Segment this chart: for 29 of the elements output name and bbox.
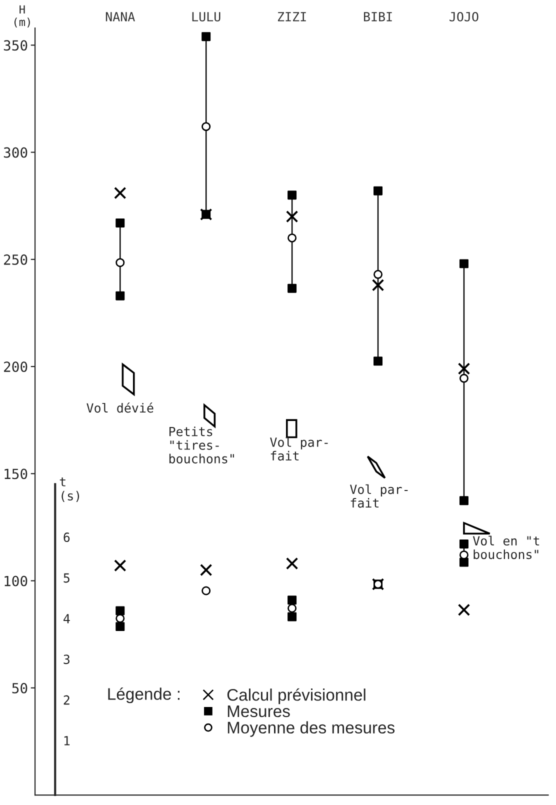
y-tick-label: 100 [4, 576, 28, 586]
legend-label: Moyenne des mesures [228, 721, 395, 737]
y-tick-label: 250 [4, 254, 28, 265]
legend-label: Mesures [228, 706, 290, 718]
x-tick-label: ZIZI [278, 12, 306, 22]
y2-tick-label: 3 [64, 654, 70, 664]
annotation: Vol dévié [86, 402, 154, 413]
annotation: Vol par- fait [350, 484, 408, 508]
y2-tick-label: 6 [64, 532, 70, 542]
y2-axis-title: t (s) [60, 478, 80, 502]
y-tick-label: 150 [4, 468, 28, 480]
annotation: Vol par- fait [270, 437, 328, 461]
y2-tick-label: 2 [64, 695, 70, 705]
x-tick-label: BIBI [364, 12, 392, 22]
legend-title: Légende : [108, 687, 180, 704]
annotation: Petits "tires- bouchons" [169, 426, 234, 464]
y-tick-label: 350 [4, 40, 28, 51]
y-tick-label: 200 [4, 362, 28, 372]
x-tick-label: JOJO [450, 12, 478, 22]
y2-tick-label: 4 [64, 614, 70, 624]
annotation: Vol en "t bouchons" [472, 536, 540, 560]
legend-label: Calcul prévisionnel [227, 688, 366, 704]
y2-tick-label: 5 [64, 573, 70, 583]
y-axis-title: H (m) [14, 5, 30, 28]
y2-tick-label: 1 [64, 736, 70, 746]
x-tick-label: NANA [106, 12, 135, 22]
y-tick-label: 300 [4, 147, 28, 158]
y-tick-label: 50 [12, 682, 28, 694]
x-tick-label: LULU [192, 12, 220, 22]
